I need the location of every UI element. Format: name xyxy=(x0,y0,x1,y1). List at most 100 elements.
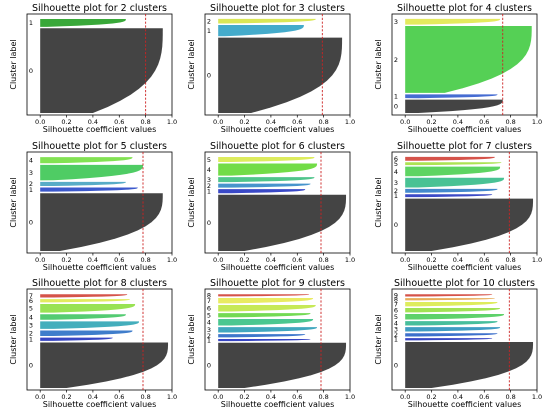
x-tick-label: 0.8 xyxy=(505,393,515,401)
y-axis-label: Cluster label xyxy=(187,314,196,364)
x-tick-label: 0.4 xyxy=(453,118,463,126)
cluster-label: 1 xyxy=(207,188,211,196)
cluster-label: 1 xyxy=(394,93,398,101)
x-tick-label: 1.0 xyxy=(167,256,177,264)
x-tick-label: 0.6 xyxy=(292,256,302,264)
cluster-band-5 xyxy=(405,314,505,320)
subplot-3-clusters: Silhouette plot for 3 clusters 0 12 0.0 0.2 0… xyxy=(187,3,355,134)
cluster-band-2 xyxy=(405,188,498,193)
cluster-label: 3 xyxy=(394,326,398,334)
y-axis-label: Cluster label xyxy=(374,314,383,364)
cluster-band-6 xyxy=(218,305,316,312)
cluster-label: 0 xyxy=(29,218,33,226)
cluster-label: 8 xyxy=(207,292,211,300)
y-axis-label: Cluster label xyxy=(9,177,18,227)
x-tick-label: 1.0 xyxy=(345,118,355,126)
cluster-label: 2 xyxy=(207,182,211,190)
x-axis-label: Silhouette coefficient values xyxy=(221,263,334,272)
cluster-band-2 xyxy=(40,330,133,336)
cluster-label: 1 xyxy=(394,336,398,344)
x-tick-label: 0.0 xyxy=(213,256,223,264)
x-axis-label: Silhouette coefficient values xyxy=(221,400,334,408)
cluster-band-7 xyxy=(40,294,128,298)
x-tick-label: 0.0 xyxy=(35,118,45,126)
cluster-band-3 xyxy=(40,164,143,181)
x-tick-label: 0.2 xyxy=(61,393,71,401)
x-tick-label: 1.0 xyxy=(167,393,177,401)
cluster-band-5 xyxy=(40,304,136,313)
x-tick-label: 0.0 xyxy=(400,393,410,401)
x-tick-label: 0.6 xyxy=(114,393,124,401)
x-axis-label: Silhouette coefficient values xyxy=(408,125,521,134)
cluster-band-2 xyxy=(405,26,532,93)
x-tick-label: 1.0 xyxy=(532,393,542,401)
x-tick-label: 0.8 xyxy=(318,118,328,126)
x-tick-label: 0.0 xyxy=(35,393,45,401)
cluster-label: 0 xyxy=(394,361,398,369)
x-tick-label: 0.6 xyxy=(114,256,124,264)
cluster-band-0 xyxy=(405,341,534,388)
subplot-6-clusters: Silhouette plot for 6 clusters 0 123 4 5 0.0 0… xyxy=(187,141,355,272)
x-tick-label: 0.8 xyxy=(140,118,150,126)
cluster-band-1 xyxy=(405,94,498,99)
cluster-band-1 xyxy=(405,338,493,341)
subplot-5-clusters: Silhouette plot for 5 clusters 0 12 3 4 0.0 0.… xyxy=(9,141,177,272)
x-tick-label: 0.8 xyxy=(318,256,328,264)
cluster-band-4 xyxy=(405,166,501,177)
x-tick-label: 0.4 xyxy=(88,393,98,401)
subplot-4-clusters: Silhouette plot for 4 clusters 0 1 2 3 0.0 0.2… xyxy=(374,3,542,134)
cluster-label: 4 xyxy=(207,319,211,327)
x-axis-label: Silhouette coefficient values xyxy=(408,400,521,408)
y-axis-label: Cluster label xyxy=(9,39,18,89)
x-tick-label: 0.4 xyxy=(88,256,98,264)
cluster-band-4 xyxy=(40,314,126,320)
cluster-label: 1 xyxy=(29,186,33,194)
cluster-label: 7 xyxy=(207,297,211,305)
subplot-title: Silhouette plot for 10 clusters xyxy=(394,278,535,289)
cluster-label: 0 xyxy=(207,362,211,370)
cluster-label: 1 xyxy=(207,336,211,344)
cluster-band-9 xyxy=(405,294,493,297)
x-tick-label: 0.2 xyxy=(239,393,249,401)
cluster-band-4 xyxy=(218,163,318,176)
cluster-band-6 xyxy=(405,156,495,161)
x-tick-label: 0.0 xyxy=(400,118,410,126)
cluster-band-8 xyxy=(218,294,310,297)
cluster-label: 0 xyxy=(394,103,398,111)
cluster-label: 6 xyxy=(29,297,33,305)
y-axis-label: Cluster label xyxy=(187,177,196,227)
x-tick-label: 0.6 xyxy=(479,256,489,264)
cluster-label: 4 xyxy=(394,168,398,176)
subplot-10-clusters: Silhouette plot for 10 clusters 0 12345678… xyxy=(374,278,542,408)
cluster-label: 4 xyxy=(207,166,211,174)
subplot-title: Silhouette plot for 7 clusters xyxy=(397,141,532,152)
cluster-label: 5 xyxy=(207,156,211,164)
x-tick-label: 0.8 xyxy=(140,256,150,264)
cluster-band-6 xyxy=(405,307,501,313)
x-axis-label: Silhouette coefficient values xyxy=(408,263,521,272)
cluster-label: 6 xyxy=(394,155,398,163)
y-axis-label: Cluster label xyxy=(374,177,383,227)
cluster-band-0 xyxy=(218,342,347,388)
cluster-label: 9 xyxy=(394,292,398,300)
cluster-label: 2 xyxy=(207,18,211,26)
cluster-band-0 xyxy=(405,198,534,251)
cluster-band-4 xyxy=(405,321,498,326)
subplot-2-clusters: Silhouette plot for 2 clusters 0 1 0.0 0.2 0.… xyxy=(9,3,177,134)
cluster-label: 5 xyxy=(394,160,398,168)
cluster-label: 7 xyxy=(29,292,33,300)
cluster-band-2 xyxy=(218,18,316,24)
cluster-band-1 xyxy=(40,18,126,27)
x-tick-label: 0.0 xyxy=(213,118,223,126)
cluster-band-6 xyxy=(40,299,130,303)
x-tick-label: 0.2 xyxy=(239,256,249,264)
cluster-band-0 xyxy=(40,28,163,113)
cluster-band-3 xyxy=(218,177,315,183)
subplot-title: Silhouette plot for 6 clusters xyxy=(210,141,345,152)
cluster-band-7 xyxy=(218,298,314,304)
cluster-band-4 xyxy=(218,319,314,326)
x-tick-label: 0.8 xyxy=(318,393,328,401)
cluster-band-4 xyxy=(40,157,133,164)
